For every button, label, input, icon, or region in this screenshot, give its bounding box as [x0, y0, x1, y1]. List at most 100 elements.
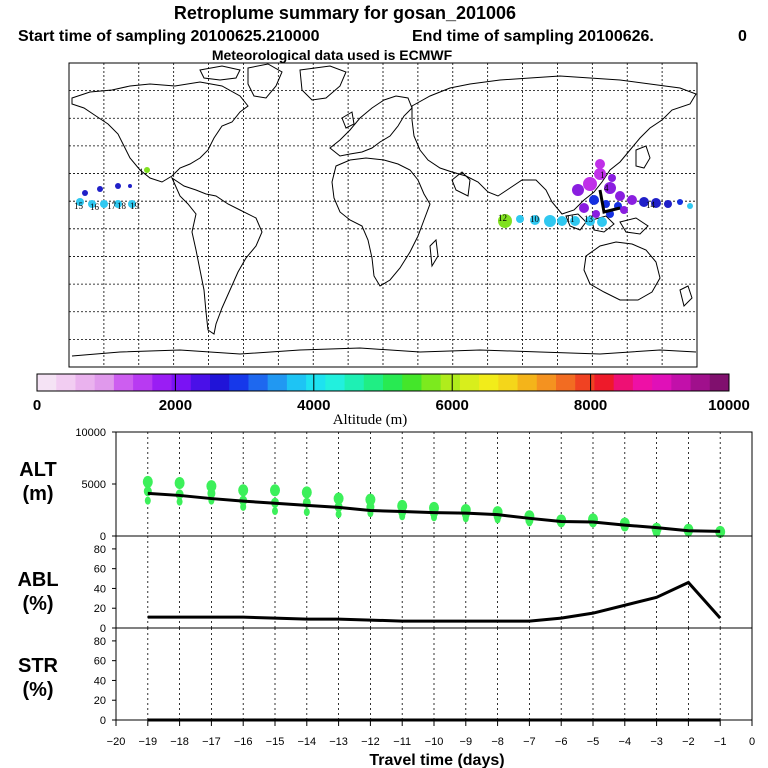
colorbar-label: Altitude (m)	[333, 412, 408, 428]
colorbar-swatch	[190, 374, 211, 391]
met-data-label: Meteorological data used is ECMWF	[212, 47, 453, 63]
alt-dot	[303, 508, 310, 517]
colorbar-swatch	[613, 374, 634, 391]
y-tick-label: 5000	[82, 479, 106, 491]
colorbar-swatch	[479, 374, 499, 391]
colorbar-swatch	[440, 374, 461, 391]
time-series-panels: 0500010000ALT(m)020406080ABL(%)020406080…	[17, 427, 755, 748]
plume-point	[627, 195, 637, 205]
marker-label: 13	[584, 214, 594, 224]
alt-dot	[240, 502, 247, 511]
plume-point	[557, 216, 567, 226]
x-tick-label: −18	[170, 736, 189, 748]
marker-label: 18	[117, 201, 127, 211]
colorbar-swatch	[286, 374, 307, 391]
colorbar-swatch	[75, 374, 96, 391]
plume-markers: 1 1 4 10 12 15 16 17 18 19 11 13 14	[74, 167, 656, 224]
plume-point	[651, 198, 661, 208]
alt-dot	[399, 512, 406, 521]
colorbar-tick-labels: 0 2000 4000 6000 8000 10000	[33, 397, 750, 414]
alt-dot	[462, 514, 469, 523]
plume-point	[583, 177, 597, 191]
y-tick-label: 40	[94, 675, 106, 687]
plume-point	[128, 184, 132, 188]
colorbar-swatch	[363, 374, 384, 391]
plume-source-track	[598, 189, 621, 214]
alt-dot	[174, 476, 185, 489]
plume-point	[594, 168, 606, 180]
plume-point	[570, 216, 580, 226]
x-tick-label: −12	[361, 736, 380, 748]
marker-label: 4	[604, 183, 609, 193]
x-tick-label: −7	[523, 736, 536, 748]
y-tick-label: 20	[94, 603, 106, 615]
plume-point	[687, 203, 693, 209]
alt-dot	[272, 507, 278, 516]
panel-abl: 0 20 40 60 80 ABL(%)	[17, 535, 753, 635]
colorbar-swatch	[402, 374, 422, 391]
alt-dot	[335, 510, 342, 519]
colorbar-swatch	[267, 374, 288, 391]
plume-point	[597, 217, 607, 227]
colorbar-swatch	[37, 374, 57, 391]
plume-point	[114, 200, 122, 208]
x-tick-label: −17	[202, 736, 221, 748]
y-tick-label: 10000	[75, 427, 106, 439]
plume-point	[595, 159, 605, 169]
colorbar-swatch	[383, 374, 403, 391]
colorbar-swatch	[652, 374, 672, 391]
series-line	[147, 491, 721, 533]
plume-point	[76, 198, 84, 206]
x-tick-label: −8	[491, 736, 504, 748]
x-tick-label: −20	[107, 736, 126, 748]
y-tick-label: 40	[94, 583, 106, 595]
y-tick-label: 60	[94, 656, 106, 668]
x-tick-label: −1	[714, 736, 727, 748]
colorbar-tick-label: 6000	[436, 397, 469, 414]
x-tick-label: −10	[425, 736, 444, 748]
alt-dot	[206, 480, 217, 493]
x-tick-label: −5	[587, 736, 600, 748]
end-time-suffix: 0	[738, 28, 747, 45]
plume-point	[88, 200, 96, 208]
start-time-label: Start time of sampling 20100625.210000	[18, 28, 320, 45]
colorbar-swatches	[37, 374, 730, 391]
marker-label: 12	[498, 213, 507, 223]
plume-point	[604, 182, 616, 194]
y-tick-label: 60	[94, 564, 106, 576]
colorbar-swatch	[133, 374, 153, 391]
colorbar-swatch	[632, 374, 653, 391]
y-tick-label: 80	[94, 544, 106, 556]
marker-label: 1	[139, 167, 144, 177]
colorbar-swatch	[498, 374, 519, 391]
alt-dot	[301, 486, 312, 499]
x-axis-label: Travel time (days)	[369, 752, 504, 768]
colorbar-swatch	[459, 374, 480, 391]
plume-point	[572, 184, 584, 196]
plume-point	[664, 200, 672, 208]
x-tick-label: −2	[682, 736, 695, 748]
x-tick-label: −15	[266, 736, 285, 748]
panel-ylabel: ALT	[19, 459, 56, 481]
marker-label: 16	[90, 202, 100, 212]
alt-dot	[142, 475, 153, 488]
marker-label: 10	[530, 214, 540, 224]
y-tick-label: 80	[94, 636, 106, 648]
x-tick-label: −9	[460, 736, 473, 748]
panel-yunit: (%)	[22, 593, 53, 615]
plume-point	[585, 216, 595, 226]
plume-point	[544, 215, 556, 227]
colorbar-swatch	[113, 374, 134, 391]
marker-label: 1	[600, 170, 605, 180]
alt-dot	[365, 493, 376, 506]
y-tick-label: 0	[100, 623, 106, 635]
alt-dot	[494, 515, 501, 524]
plume-point	[100, 200, 108, 208]
plume-point	[589, 195, 599, 205]
colorbar-swatch	[709, 374, 730, 391]
figure-title: Retroplume summary for gosan_201006	[174, 3, 516, 23]
continent-outlines	[71, 63, 697, 357]
x-tick-label: 0	[749, 736, 755, 748]
x-tick-label: −13	[329, 736, 348, 748]
